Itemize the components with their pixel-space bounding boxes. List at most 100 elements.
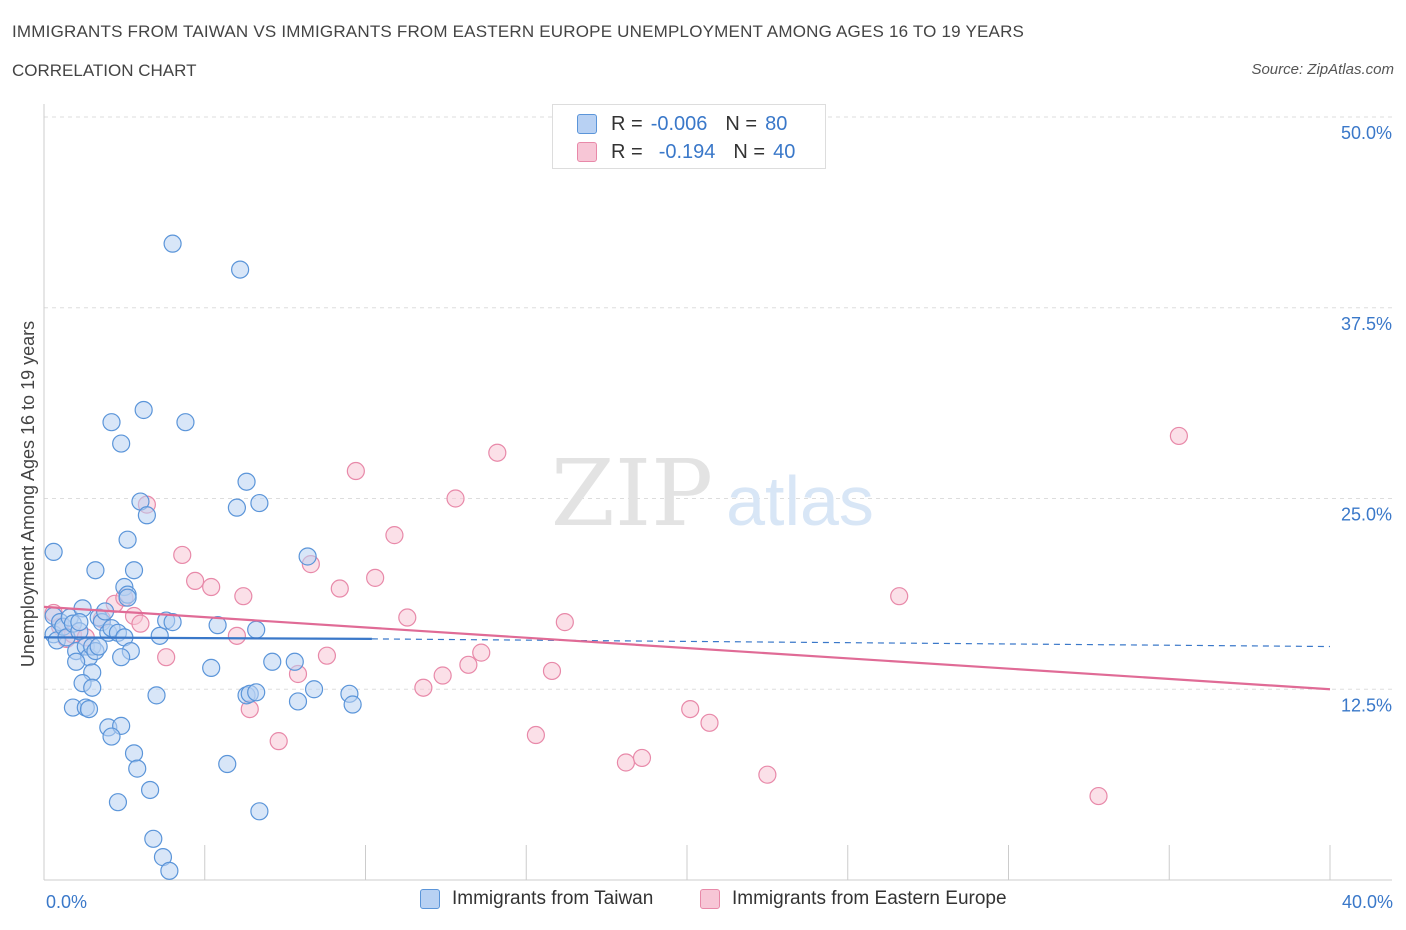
data-point-eastern-europe	[542, 661, 562, 681]
chart-title: IMMIGRANTS FROM TAIWAN VS IMMIGRANTS FRO…	[12, 22, 1025, 41]
chart-subtitle: CORRELATION CHART	[12, 61, 197, 80]
taiwan-legend-swatch	[420, 889, 440, 909]
data-point-taiwan	[250, 493, 269, 513]
legend-r-value: -0.194	[658, 140, 716, 163]
data-point-eastern-europe	[681, 699, 700, 719]
series-eastern-europe-points	[44, 426, 1188, 806]
data-point-taiwan	[144, 829, 163, 848]
y-tick-label: 12.5%	[1341, 695, 1392, 715]
data-point-eastern-europe	[1089, 786, 1108, 806]
data-point-eastern-europe	[131, 614, 150, 633]
data-point-eastern-europe	[488, 443, 507, 462]
data-point-eastern-europe	[186, 571, 205, 591]
data-point-eastern-europe	[227, 626, 246, 645]
x-tick-label: 0.0%	[46, 892, 87, 912]
data-point-taiwan	[218, 754, 237, 774]
data-point-taiwan	[118, 530, 137, 549]
legend-n-label: N =	[733, 140, 766, 163]
data-point-taiwan	[202, 658, 221, 677]
legend-n-label: N =	[725, 112, 758, 135]
legend-r-label: R =	[611, 140, 643, 163]
data-point-eastern-europe	[173, 545, 192, 565]
data-point-taiwan	[163, 613, 182, 632]
x-tick-label: 40.0%	[1342, 892, 1393, 912]
data-point-taiwan	[237, 472, 256, 491]
data-point-eastern-europe	[269, 732, 288, 751]
data-point-eastern-europe	[330, 579, 349, 598]
data-point-taiwan	[137, 506, 156, 525]
data-point-taiwan	[86, 561, 105, 580]
legend-row-eastern-europe: R = -0.194 N = 40	[577, 140, 795, 164]
data-point-taiwan	[263, 652, 282, 671]
data-point-eastern-europe	[1169, 426, 1188, 446]
data-point-taiwan	[147, 686, 166, 705]
data-point-taiwan	[231, 260, 250, 279]
data-point-taiwan	[70, 613, 89, 632]
data-point-taiwan	[124, 561, 144, 580]
taiwan-legend-label: Immigrants from Taiwan	[452, 888, 654, 909]
trend-line-taiwan-extension	[371, 638, 1331, 648]
data-point-taiwan	[67, 652, 86, 671]
data-point-eastern-europe	[202, 577, 221, 597]
data-point-taiwan	[285, 652, 304, 671]
data-point-taiwan	[304, 680, 324, 699]
bottom-legend-eastern-europe: Immigrants from Eastern Europe	[700, 888, 1007, 910]
watermark-atlas: atlas	[726, 462, 874, 540]
data-point-taiwan	[288, 692, 308, 711]
data-point-taiwan	[128, 759, 147, 778]
bottom-legend-taiwan: Immigrants from Taiwan	[420, 888, 653, 910]
watermark-zip: ZIP	[551, 440, 713, 547]
trend-line-taiwan	[43, 636, 372, 640]
data-point-taiwan	[124, 744, 144, 763]
data-point-eastern-europe	[459, 655, 478, 674]
data-point-eastern-europe	[317, 646, 337, 665]
data-point-taiwan	[298, 547, 317, 566]
data-point-eastern-europe	[472, 643, 491, 662]
data-point-taiwan	[343, 695, 362, 714]
data-point-eastern-europe	[398, 608, 417, 627]
data-point-eastern-europe	[632, 748, 652, 768]
data-point-taiwan	[112, 434, 131, 453]
eastern-europe-legend-label: Immigrants from Eastern Europe	[732, 888, 1007, 909]
eastern-europe-legend-swatch	[700, 889, 720, 909]
data-point-taiwan	[150, 626, 169, 645]
legend-n-value: 40	[773, 140, 796, 163]
data-point-eastern-europe	[890, 587, 909, 606]
data-point-taiwan	[247, 620, 266, 639]
data-point-eastern-europe	[346, 461, 365, 481]
data-point-taiwan	[102, 727, 121, 746]
legend-r-value: -0.006	[650, 112, 708, 135]
data-point-eastern-europe	[366, 568, 385, 587]
data-point-eastern-europe	[526, 725, 545, 745]
data-point-taiwan	[208, 616, 227, 635]
data-point-eastern-europe	[700, 713, 719, 732]
data-point-taiwan	[44, 542, 63, 562]
legend-r-label: R =	[611, 112, 643, 135]
data-point-taiwan	[247, 683, 266, 702]
data-point-taiwan	[118, 588, 137, 607]
data-point-taiwan	[140, 780, 160, 800]
trend-lines	[43, 605, 1331, 691]
data-point-eastern-europe	[616, 753, 636, 772]
axes	[43, 104, 1392, 881]
data-point-taiwan	[160, 861, 179, 880]
data-point-taiwan	[102, 413, 121, 432]
watermark: ZIP atlas	[551, 440, 874, 547]
data-point-eastern-europe	[555, 613, 574, 632]
y-tick-label: 25.0%	[1341, 505, 1392, 525]
data-point-eastern-europe	[157, 648, 176, 667]
source-label: Source: ZipAtlas.com	[1251, 61, 1394, 78]
data-point-taiwan	[89, 637, 108, 656]
data-point-taiwan	[134, 400, 153, 420]
data-point-taiwan	[108, 793, 128, 812]
data-point-eastern-europe	[433, 666, 452, 685]
trend-line-eastern-europe	[43, 605, 1331, 691]
data-point-taiwan	[250, 802, 269, 821]
y-tick-label: 37.5%	[1341, 314, 1392, 334]
y-tick-label: 50.0%	[1341, 123, 1392, 143]
data-point-taiwan	[227, 498, 246, 517]
eastern-europe-swatch	[577, 142, 597, 162]
data-point-eastern-europe	[414, 678, 433, 697]
taiwan-swatch	[577, 114, 597, 134]
